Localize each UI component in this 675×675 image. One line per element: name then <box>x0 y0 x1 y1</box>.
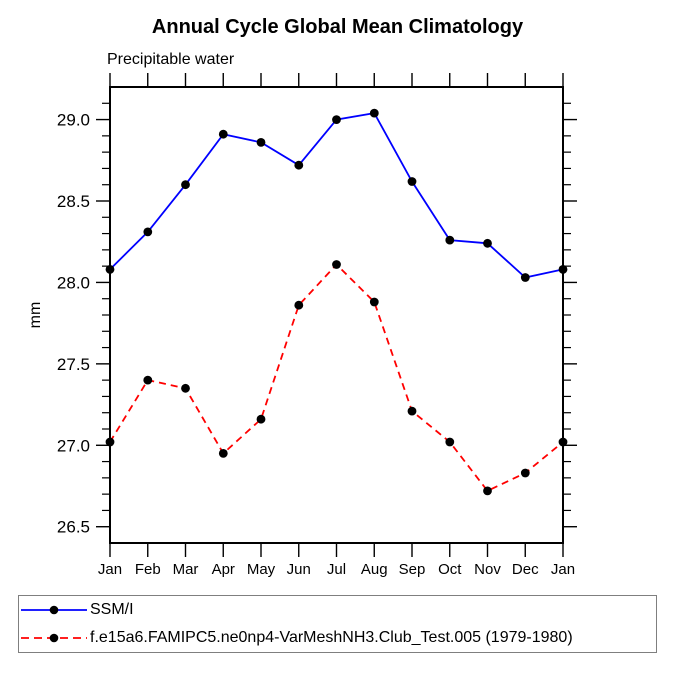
legend-item: f.e15a6.FAMIPC5.ne0np4-VarMeshNH3.Club_T… <box>19 624 656 652</box>
y-axis: 26.5 27.0 27.5 28.0 28.5 29.0 <box>57 102 577 537</box>
y-tick-label: 27.0 <box>57 436 90 455</box>
legend-line-sample <box>21 633 87 643</box>
x-tick-label: Apr <box>212 561 235 578</box>
x-tick-label: Mar <box>173 561 199 578</box>
climatology-line-chart: Jan Feb Mar Apr May Jun Jul Aug Sep Oct Nov Dec Jan 2… <box>57 73 577 578</box>
y-tick-label: 27.5 <box>57 355 90 374</box>
legend-item: SSM/I <box>19 596 656 624</box>
series-markers <box>105 108 568 282</box>
x-tick-label: Sep <box>399 561 426 578</box>
series-markers <box>105 260 568 496</box>
series-line <box>109 263 564 493</box>
x-tick-label: Oct <box>438 561 462 578</box>
y-tick-label: 28.0 <box>57 273 90 292</box>
data-point <box>558 265 568 274</box>
data-point <box>520 273 530 282</box>
data-point <box>332 115 341 124</box>
y-axis-label: mm <box>27 301 44 329</box>
y-tick-label: 29.0 <box>57 111 90 130</box>
legend-box: SSM/I f.e15a6.FAMIPC5.ne0np4-VarMeshNH3.C… <box>18 595 657 653</box>
legend-line-sample <box>21 605 87 615</box>
x-tick-label: Jan <box>98 561 122 578</box>
data-point <box>369 108 379 118</box>
data-point <box>218 449 228 458</box>
data-point <box>369 297 379 307</box>
data-point <box>483 486 492 496</box>
x-tick-label: Jan <box>551 561 575 578</box>
data-point <box>105 437 115 447</box>
data-point <box>218 129 228 139</box>
data-point <box>445 235 455 245</box>
data-point <box>407 177 417 186</box>
data-point <box>294 160 304 170</box>
x-axis: Jan Feb Mar Apr May Jun Jul Aug Sep Oct Nov Dec Jan <box>98 73 575 578</box>
x-tick-label: May <box>247 561 276 578</box>
data-point <box>407 406 417 416</box>
legend-label: SSM/I <box>90 601 134 618</box>
legend-label: f.e15a6.FAMIPC5.ne0np4-VarMeshNH3.Club_T… <box>90 629 573 646</box>
data-point <box>105 265 115 274</box>
x-tick-label: Jul <box>327 561 346 578</box>
data-point <box>445 437 455 447</box>
plot-frame <box>109 86 564 544</box>
x-tick-label: Jun <box>287 561 311 578</box>
x-tick-label: Nov <box>474 561 501 578</box>
data-point <box>256 414 266 424</box>
y-tick-label: 26.5 <box>57 518 90 537</box>
series-line <box>109 112 564 279</box>
data-point <box>332 260 341 269</box>
y-tick-label: 28.5 <box>57 192 90 211</box>
legend-sample-marker-icon <box>49 633 59 643</box>
data-point <box>143 375 153 385</box>
chart-title: Annual Cycle Global Mean Climatology <box>151 16 524 38</box>
data-point <box>181 180 190 190</box>
x-tick-label: Dec <box>512 561 539 578</box>
x-tick-label: Aug <box>361 561 388 578</box>
data-point <box>520 468 530 478</box>
data-point <box>558 437 568 447</box>
data-point <box>294 300 304 310</box>
chart-subtitle: Precipitable water <box>107 51 235 68</box>
x-tick-label: Feb <box>135 561 161 578</box>
legend-sample-marker-icon <box>49 605 59 615</box>
data-point <box>143 227 153 237</box>
data-point <box>181 383 190 393</box>
data-point <box>483 238 492 248</box>
data-point <box>256 138 266 147</box>
